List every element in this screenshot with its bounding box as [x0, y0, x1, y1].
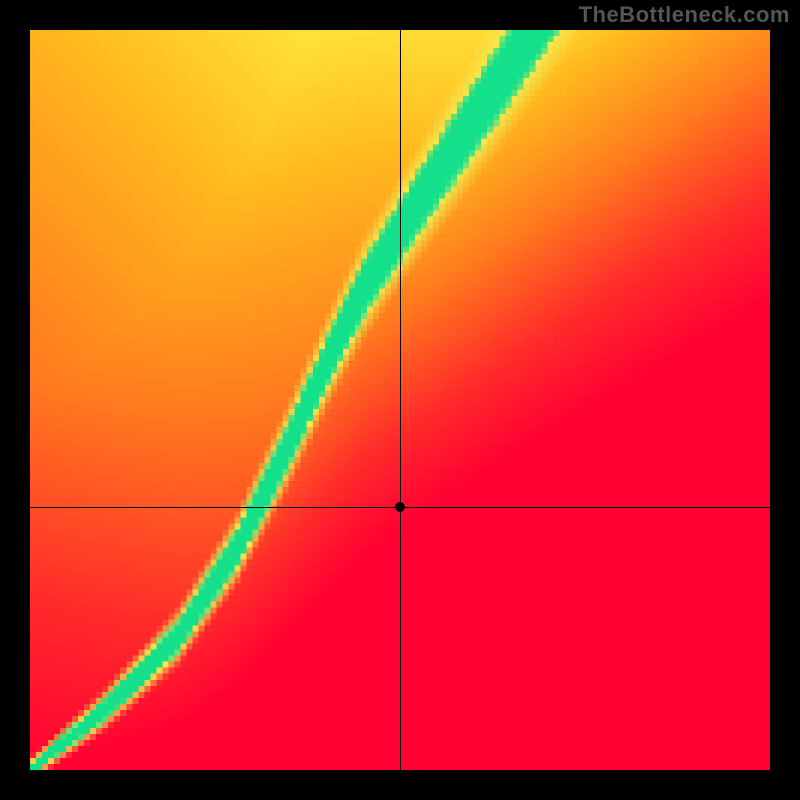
plot-area — [30, 30, 770, 770]
watermark-text: TheBottleneck.com — [579, 2, 790, 28]
crosshair-vertical — [400, 30, 401, 770]
chart-root: TheBottleneck.com — [0, 0, 800, 800]
